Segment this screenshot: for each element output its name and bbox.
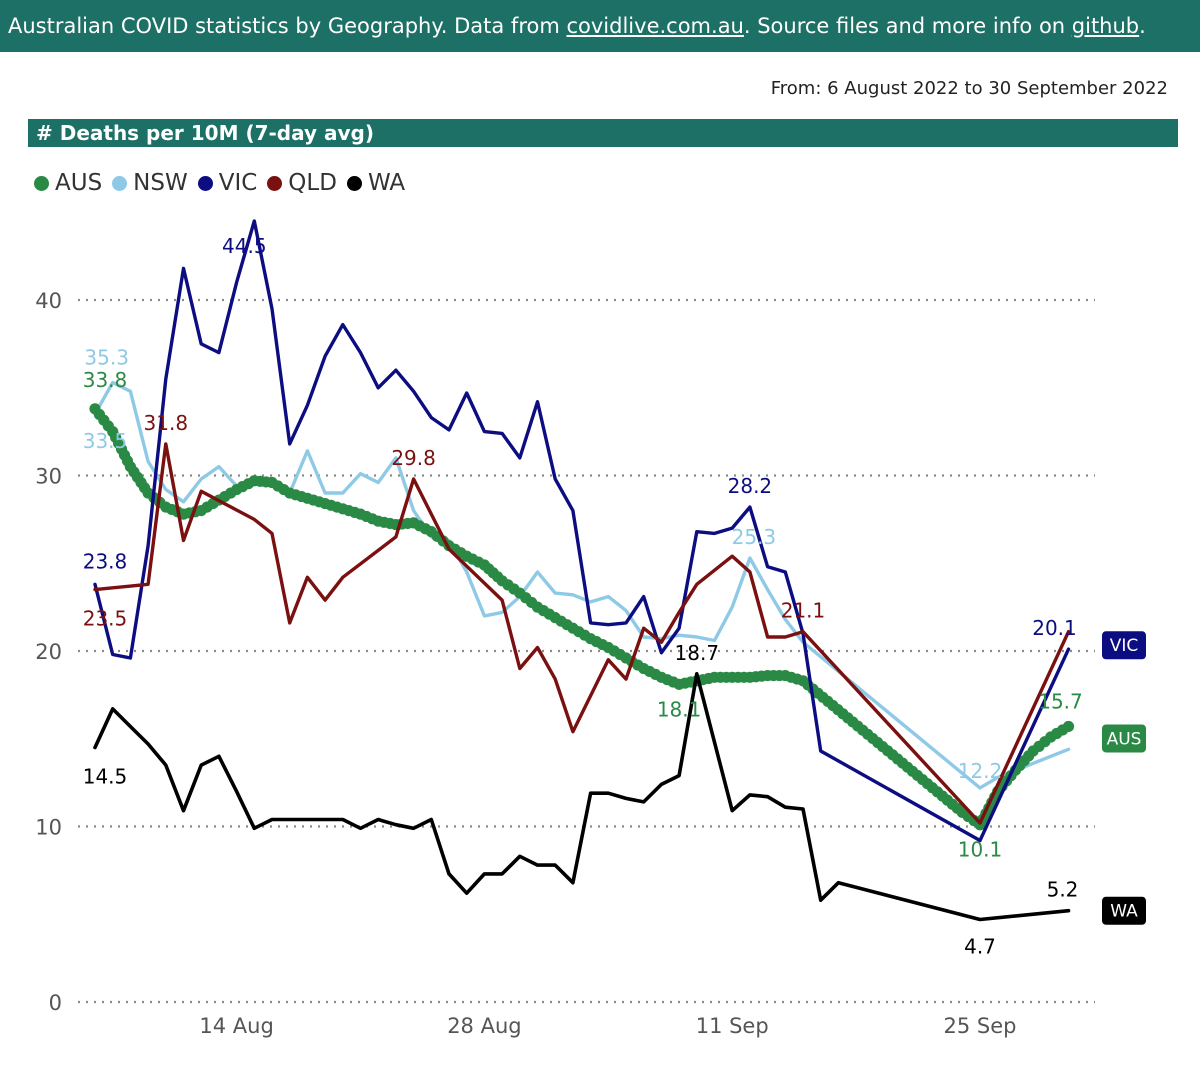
data-label-aus: 10.1 bbox=[958, 838, 1003, 862]
end-badge-aus bbox=[1102, 724, 1146, 753]
x-tick-label-14-aug: 14 Aug bbox=[199, 1014, 273, 1038]
legend-dot-qld bbox=[267, 175, 283, 191]
data-label-qld: 23.5 bbox=[83, 607, 128, 631]
header-text-before: Australian COVID statistics by Geography… bbox=[8, 14, 567, 38]
data-label-nsw: 25.3 bbox=[732, 525, 777, 549]
legend-label-qld: QLD bbox=[288, 170, 337, 196]
data-label-wa: 4.7 bbox=[964, 935, 996, 959]
header-text-after: . bbox=[1139, 14, 1146, 38]
y-tick-label-30: 30 bbox=[35, 465, 62, 489]
data-label-vic: 44.5 bbox=[222, 234, 267, 258]
series-line-nsw bbox=[93, 380, 1071, 790]
legend-item-aus[interactable]: AUS bbox=[34, 170, 102, 196]
data-label-wa: 18.7 bbox=[675, 641, 720, 665]
legend-label-aus: AUS bbox=[55, 170, 103, 196]
legend-dot-nsw bbox=[112, 175, 128, 191]
x-tick-label-25-sep: 25 Sep bbox=[944, 1014, 1017, 1038]
header-text-middle: . Source files and more info on bbox=[743, 14, 1072, 38]
legend-item-vic[interactable]: VIC bbox=[197, 170, 258, 196]
series-line-vic bbox=[93, 219, 1071, 843]
legend-item-nsw[interactable]: NSW bbox=[112, 170, 188, 196]
github-link[interactable]: github bbox=[1071, 14, 1140, 38]
legend: AUS NSW VIC QLD WA bbox=[34, 166, 415, 200]
data-label-vic: 28.2 bbox=[728, 474, 773, 498]
data-label-aus: 33.8 bbox=[83, 368, 128, 392]
end-badge-label-wa: WA bbox=[1110, 902, 1138, 922]
data-label-qld: 29.8 bbox=[391, 446, 436, 470]
covidlive-link[interactable]: covidlive.com.au bbox=[566, 14, 744, 38]
end-badge-vic bbox=[1102, 631, 1146, 660]
x-tick-label-11-sep: 11 Sep bbox=[696, 1014, 769, 1038]
data-label-aus: 15.7 bbox=[1038, 689, 1083, 713]
series-line-qld bbox=[93, 442, 1071, 825]
data-label-vic: 23.8 bbox=[83, 549, 128, 573]
date-range: From: 6 August 2022 to 30 September 2022 bbox=[770, 78, 1168, 99]
data-label-vic: 20.1 bbox=[1032, 616, 1077, 640]
legend-dot-aus bbox=[34, 175, 49, 191]
data-label-nsw: 12.2 bbox=[958, 759, 1003, 783]
legend-item-wa[interactable]: WA bbox=[346, 170, 406, 196]
data-label-aus: 18.1 bbox=[657, 697, 702, 721]
series-line-wa bbox=[93, 672, 1071, 922]
header-banner: Australian COVID statistics by Geography… bbox=[0, 0, 1200, 52]
legend-label-wa: WA bbox=[367, 170, 406, 196]
end-badge-wa bbox=[1102, 896, 1146, 925]
legend-label-nsw: NSW bbox=[133, 170, 188, 196]
data-label-qld: 21.1 bbox=[781, 599, 826, 623]
data-label-nsw: 33.5 bbox=[83, 429, 128, 453]
end-badge-label-vic: VIC bbox=[1110, 636, 1139, 656]
legend-label-vic: VIC bbox=[218, 170, 258, 196]
y-tick-label-20: 20 bbox=[35, 640, 62, 664]
point-aus bbox=[1062, 720, 1075, 733]
legend-dot-vic bbox=[197, 175, 213, 191]
data-label-qld: 31.8 bbox=[144, 411, 189, 435]
y-tick-label-0: 0 bbox=[49, 991, 62, 1015]
end-badge-label-aus: AUS bbox=[1107, 729, 1142, 749]
x-tick-label-28-aug: 28 Aug bbox=[447, 1014, 521, 1038]
data-label-nsw: 35.3 bbox=[84, 345, 129, 369]
y-tick-label-10: 10 bbox=[35, 816, 62, 840]
legend-dot-wa bbox=[346, 175, 362, 191]
legend-item-qld[interactable]: QLD bbox=[267, 170, 337, 196]
data-label-wa: 14.5 bbox=[83, 765, 128, 789]
y-tick-label-40: 40 bbox=[35, 289, 62, 313]
data-label-wa: 5.2 bbox=[1047, 878, 1079, 902]
chart-title: # Deaths per 10M (7-day avg) bbox=[28, 119, 1178, 147]
